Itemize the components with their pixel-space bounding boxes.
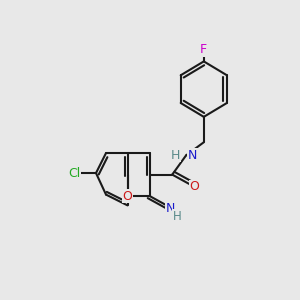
Text: N: N [188,149,197,162]
Text: Cl: Cl [68,167,81,180]
Text: H: H [171,149,180,162]
Text: F: F [200,44,207,56]
Text: O: O [190,180,200,194]
Text: H: H [172,210,181,223]
Text: O: O [123,190,133,203]
Text: N: N [166,202,175,215]
